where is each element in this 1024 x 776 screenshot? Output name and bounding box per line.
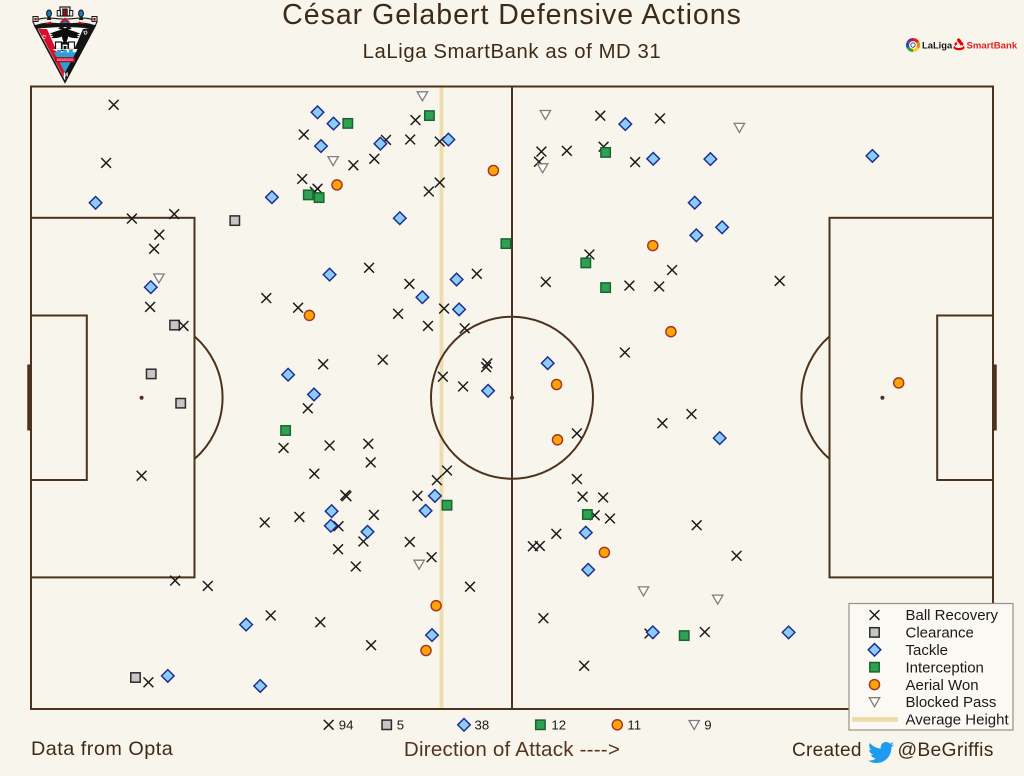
svg-text:Average Height: Average Height [906, 712, 1010, 729]
svg-text:94: 94 [339, 718, 354, 733]
svg-text:Blocked Pass: Blocked Pass [906, 694, 997, 711]
svg-text:38: 38 [475, 718, 490, 733]
svg-text:LaLiga: LaLiga [922, 39, 953, 50]
svg-text:Aerial Won: Aerial Won [906, 677, 979, 694]
svg-text:11: 11 [627, 718, 641, 733]
svg-text:D: D [83, 30, 89, 37]
svg-text:12: 12 [551, 718, 566, 733]
svg-text:Interception: Interception [906, 659, 984, 676]
svg-text:Clearance: Clearance [906, 625, 974, 642]
svg-text:M: M [64, 73, 69, 79]
svg-text:Tackle: Tackle [906, 642, 949, 659]
svg-text:9: 9 [704, 718, 711, 733]
svg-text:Ball Recovery: Ball Recovery [906, 607, 999, 624]
svg-text:MCMXXVII: MCMXXVII [57, 58, 73, 62]
svg-text:SmartBank: SmartBank [967, 40, 1018, 51]
svg-text:C: C [41, 34, 47, 41]
svg-text:5: 5 [397, 718, 404, 733]
